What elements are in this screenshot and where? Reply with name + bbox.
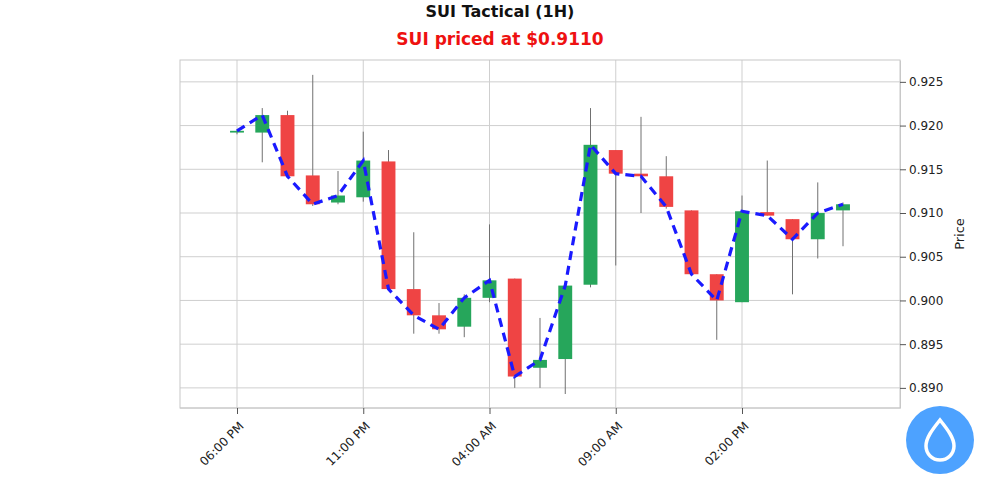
plot-background [180, 60, 900, 408]
candle-body [609, 150, 623, 174]
grid-line-x [489, 60, 490, 408]
x-tick-mark [616, 408, 617, 414]
y-tick-mark [900, 344, 906, 345]
y-tick: 0.910 [900, 206, 943, 220]
y-tick-label: 0.895 [909, 338, 943, 352]
candle-body [382, 161, 396, 289]
grid-line-y [180, 300, 900, 301]
candle-body [457, 298, 471, 327]
y-tick-label: 0.925 [909, 75, 943, 89]
x-tick-label: 02:00 PM [702, 419, 751, 468]
x-tick-label: 09:00 AM [575, 419, 625, 469]
grid-line-x [615, 60, 616, 408]
y-axis: 0.890 0.895 0.900 0.905 0.910 0.915 0.920 0.925 [900, 61, 943, 409]
x-tick-mark [363, 408, 364, 414]
candle-body [533, 360, 547, 368]
y-axis-title: Price [952, 218, 967, 250]
grid-line-y [180, 213, 900, 214]
y-tick-mark [900, 126, 906, 127]
close-line [237, 115, 843, 376]
x-tick-label: 11:00 PM [323, 419, 372, 468]
y-tick-mark [900, 388, 906, 389]
candle-wick [641, 117, 642, 213]
x-tick-mark [237, 408, 238, 414]
x-axis-line [180, 408, 900, 409]
candle-wick [413, 232, 414, 333]
x-axis: 06:00 PM 11:00 PM 04:00 AM 09:00 AM 02:00 PM [180, 408, 900, 469]
grid-line-x [363, 60, 364, 408]
candle-wick [767, 161, 768, 216]
logo-circle [906, 406, 974, 474]
plot-frame [180, 60, 900, 408]
logo [906, 406, 974, 474]
y-tick-mark [900, 300, 906, 301]
y-tick-label: 0.905 [909, 250, 943, 264]
x-tick: 09:00 AM [575, 408, 625, 469]
y-tick: 0.915 [900, 163, 943, 177]
candle-body [508, 279, 522, 377]
candle-body [230, 131, 244, 133]
candle-body [281, 115, 295, 176]
y-tick: 0.920 [900, 119, 943, 133]
y-tick: 0.900 [900, 294, 943, 308]
x-tick: 11:00 PM [323, 408, 372, 469]
x-tick-label: 04:00 AM [449, 419, 499, 469]
x-tick-mark [490, 408, 491, 414]
candle-wick [540, 318, 541, 388]
candle-body [685, 210, 699, 274]
grid-line-y [180, 81, 900, 82]
x-tick-label: 06:00 PM [197, 419, 246, 468]
title: SUI Tactical (1H) [426, 2, 575, 21]
x-tick: 06:00 PM [197, 408, 246, 469]
y-tick-mark [900, 213, 906, 214]
y-tick-label: 0.910 [909, 206, 943, 220]
marks [230, 75, 850, 394]
y-tick-mark [900, 82, 906, 83]
x-tick-mark [742, 408, 743, 414]
y-tick: 0.905 [900, 250, 943, 264]
grid [180, 60, 900, 408]
y-axis-line [900, 61, 901, 409]
y-tick: 0.895 [900, 338, 943, 352]
subtitle: SUI priced at $0.9110 [396, 29, 603, 49]
y-tick-label: 0.920 [909, 119, 943, 133]
y-tick-mark [900, 169, 906, 170]
grid-line-x [237, 60, 238, 408]
y-tick-mark [900, 257, 906, 258]
chart: SUI Tactical (1H) SUI priced at $0.9110 0.… [0, 0, 1000, 500]
y-tick-label: 0.900 [909, 294, 943, 308]
y-tick: 0.925 [900, 75, 943, 89]
y-tick: 0.890 [900, 381, 943, 395]
logo-drop [926, 420, 954, 460]
x-tick: 04:00 AM [449, 408, 499, 469]
y-tick-label: 0.915 [909, 163, 943, 177]
y-tick-label: 0.890 [909, 381, 943, 395]
x-tick: 02:00 PM [702, 408, 751, 469]
